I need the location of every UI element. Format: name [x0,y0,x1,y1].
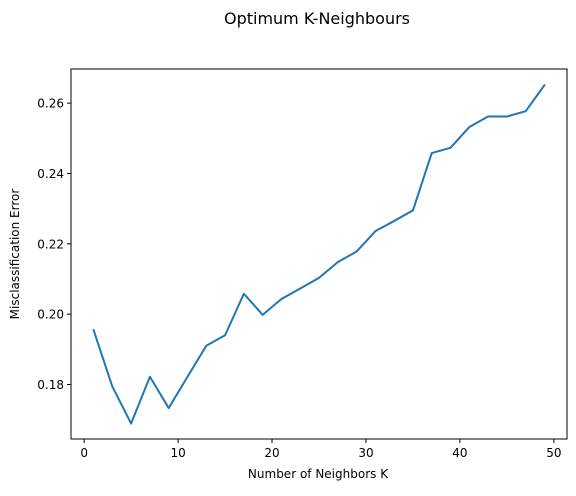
error-series-line [92,84,546,425]
x-tick-label: 20 [264,446,279,460]
plot-area-frame [70,68,568,440]
x-tick-label: 0 [80,446,88,460]
x-tick-label: 50 [546,446,561,460]
y-axis: 0.18 0.20 0.22 0.24 0.26 [37,97,71,392]
y-tick-label: 0.18 [37,378,64,392]
x-axis-label: Number of Neighbors K [248,467,389,481]
y-tick-label: 0.22 [37,237,64,251]
y-tick-label: 0.26 [37,97,64,111]
x-axis: 0 10 20 30 40 50 [80,439,561,460]
y-axis-label: Misclassification Error [8,189,22,320]
x-tick-label: 40 [452,446,467,460]
x-tick-label: 10 [170,446,185,460]
y-tick-label: 0.24 [37,167,64,181]
y-tick-label: 0.20 [37,308,64,322]
chart-title: Optimum K-Neighbours [224,9,410,28]
x-tick-label: 30 [358,446,373,460]
